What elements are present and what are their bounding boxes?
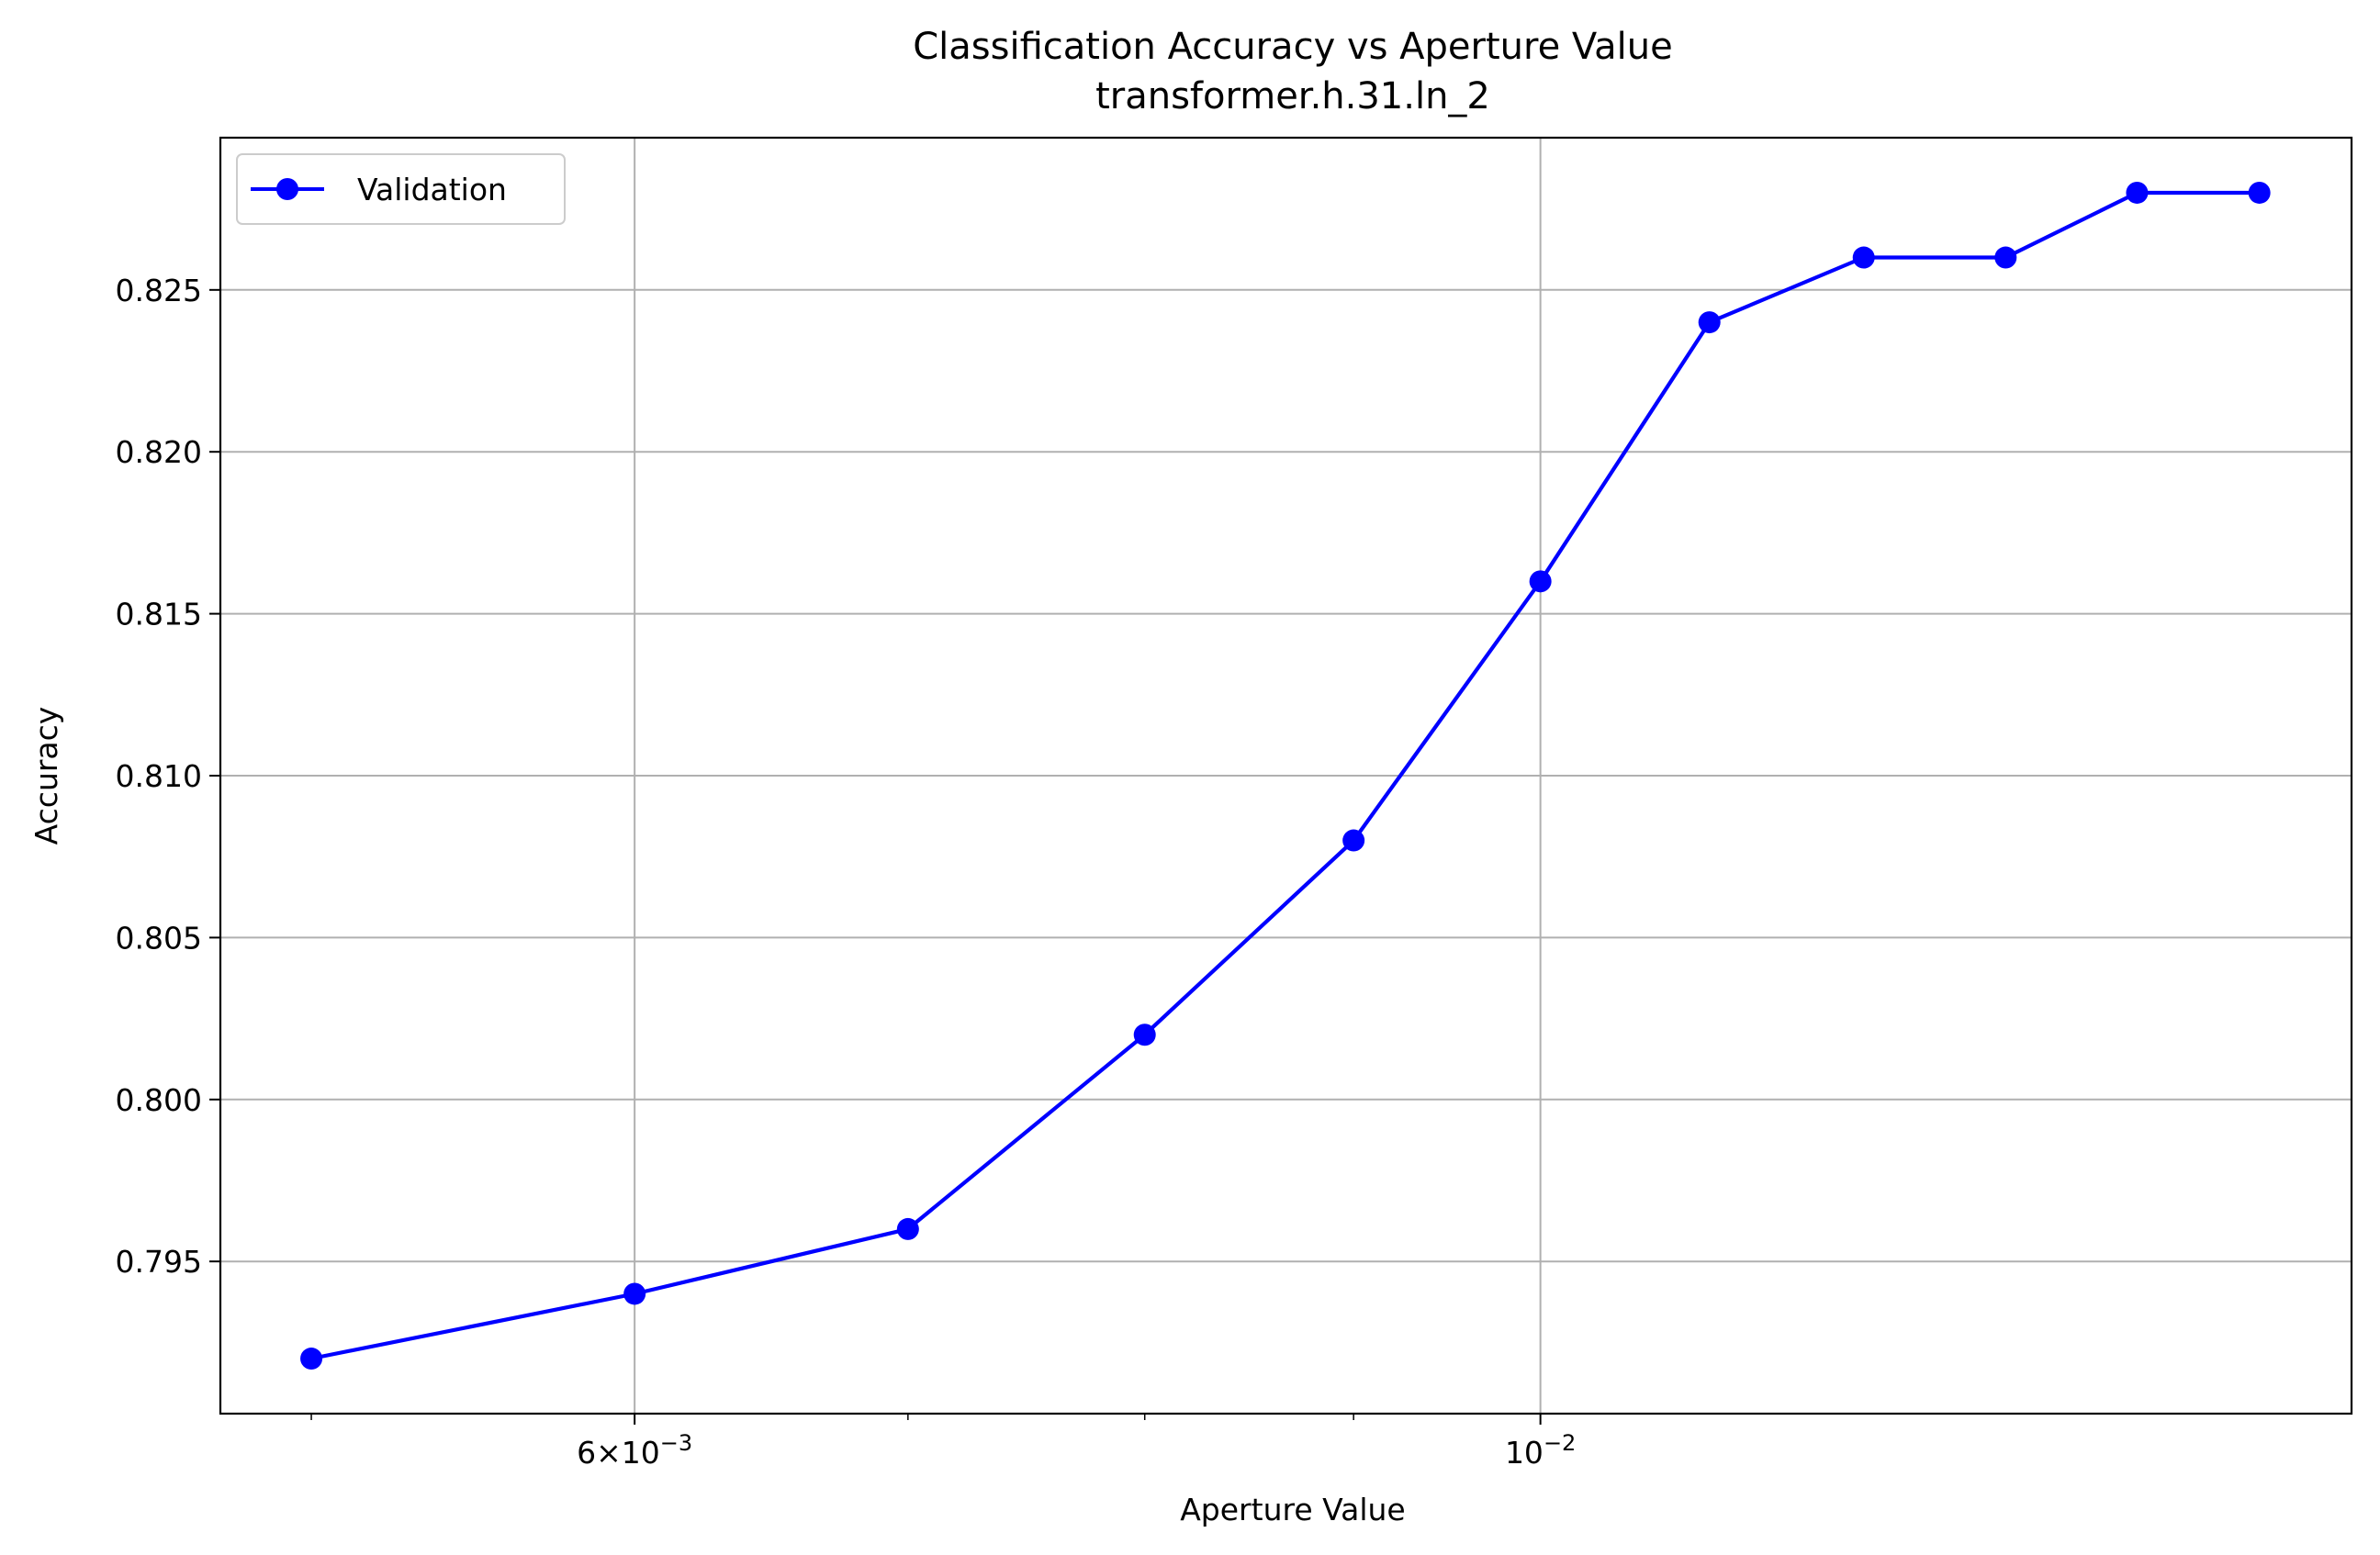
y-tick-label: 0.820 — [116, 434, 202, 470]
y-tick-label: 0.810 — [116, 758, 202, 794]
y-tick-label: 0.795 — [116, 1244, 202, 1280]
data-point — [1529, 570, 1552, 593]
legend-label-validation: Validation — [357, 172, 507, 207]
data-point — [300, 1348, 323, 1370]
data-point — [1994, 246, 2017, 269]
data-point — [2248, 181, 2271, 204]
y-tick-label: 0.815 — [116, 597, 202, 632]
data-point — [896, 1217, 919, 1240]
chart-title: Classification Accuracy vs Aperture Valu… — [913, 26, 1673, 68]
data-point — [1698, 311, 1721, 334]
data-point — [623, 1282, 646, 1305]
x-tick-label: 10−2 — [1505, 1430, 1576, 1471]
plot-frame — [219, 136, 2353, 1415]
legend: Validation — [236, 153, 566, 225]
series-layer — [300, 181, 2271, 1370]
legend-marker-validation — [276, 178, 298, 200]
axis-ticks: 0.795 0.800 0.805 0.810 0.815 0.820 0.825 6×10−… — [116, 273, 1577, 1471]
y-tick-label: 0.825 — [116, 273, 202, 308]
data-point — [1133, 1024, 1156, 1046]
data-point — [1852, 246, 1875, 269]
y-tick-label: 0.800 — [116, 1082, 202, 1118]
x-tick-label: 6×10−3 — [577, 1430, 692, 1471]
data-point — [1342, 829, 1365, 852]
legend-box — [236, 153, 566, 225]
chart-subtitle: transformer.h.31.ln_2 — [1095, 75, 1490, 117]
grid — [220, 138, 2352, 1414]
y-axis-label: Accuracy — [28, 707, 64, 845]
y-tick-label: 0.805 — [116, 920, 202, 956]
data-point — [2126, 181, 2149, 204]
x-axis-label: Aperture Value — [1180, 1492, 1406, 1527]
